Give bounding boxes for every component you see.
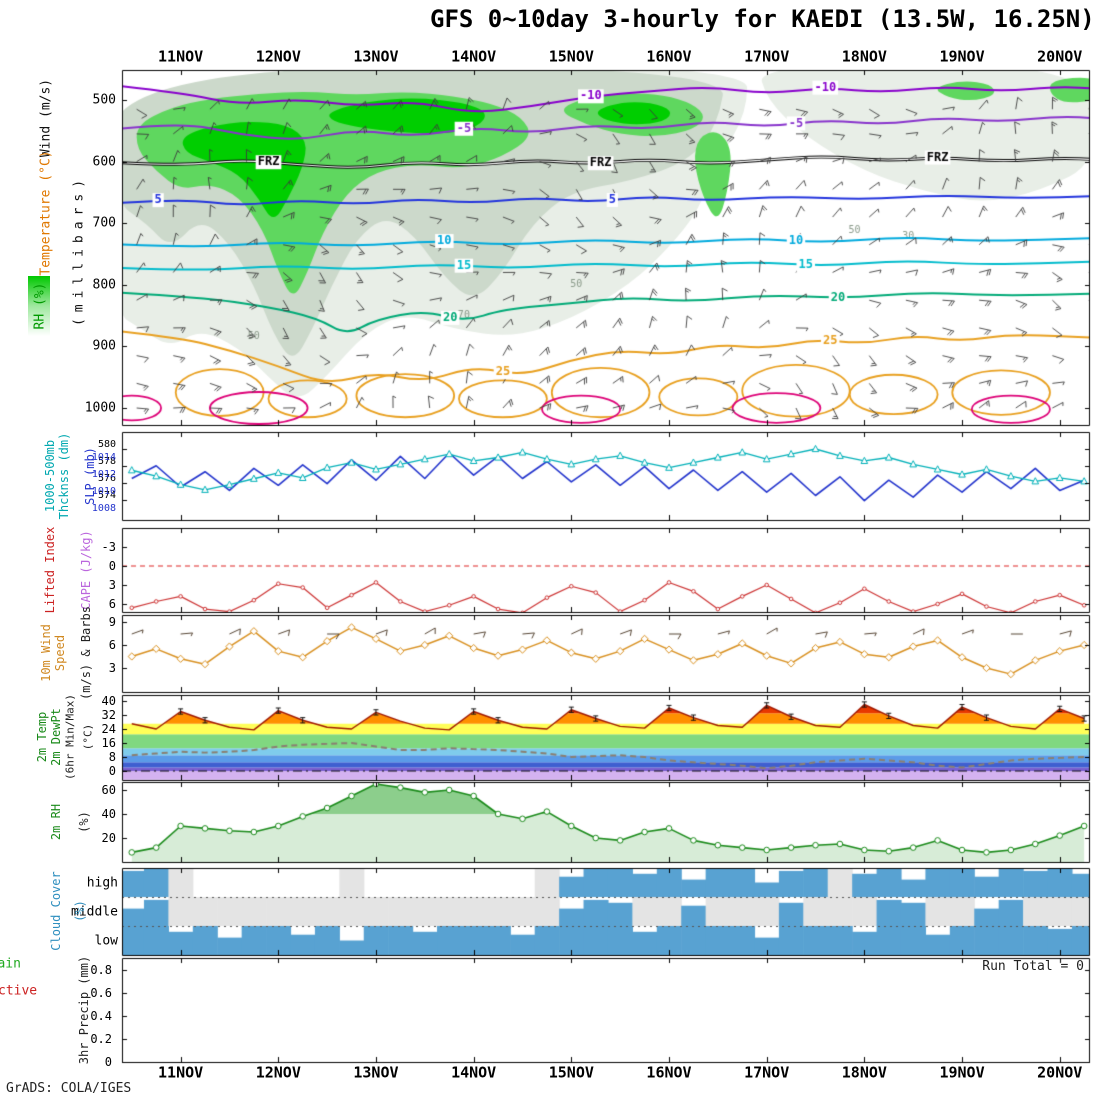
x-tick-label-top: 17NOV [744,47,790,66]
precip-tick-label: 0.8 [90,963,112,977]
temp-tick-label: 8 [108,750,116,764]
slp-tick-label: 1008 [91,503,116,514]
temp-tick-label: 0 [108,764,116,778]
label-cape: CAPE (J/kg) [79,530,93,610]
grads-credit: GrADS: COLA/IGES [6,1081,132,1096]
label-total-rain: Total / Rain [0,956,21,972]
temp-tick-label: 32 [101,708,116,722]
temp-tick-label: 40 [101,694,116,708]
x-tick-label-top: 20NOV [1037,47,1083,66]
precip-tick-label: 0.2 [90,1032,112,1046]
label-thickness-line1: 1000-500mb [43,439,57,513]
cloud-row-label: high [86,875,118,890]
li-tick-label: 0 [108,559,116,573]
x-tick-label-top: 15NOV [548,47,594,66]
label-cloud-pct: (%) [73,900,87,922]
label-slp: SLP (mb) [83,447,97,505]
thickness-tick-label: 574 [97,490,116,501]
x-tick-label-bottom: 20NOV [1037,1063,1083,1082]
pressure-tick-label: 700 [92,215,116,231]
li-tick-label: 3 [108,577,116,592]
li-tick-label: 6 [108,596,116,611]
pressure-tick-label: 900 [92,338,116,354]
cloud-row-label: middle [71,904,118,919]
pressure-tick-label: 1000 [84,400,116,416]
x-tick-label-bottom: 12NOV [255,1063,301,1082]
label-millibars: (millibars) [71,173,87,327]
chart-title: GFS 0~10day 3-hourly for KAEDI (13.5W, 1… [430,5,1095,33]
label-3hr-precip: 3hr Precip (mm) [77,955,91,1065]
x-tick-label-bottom: 14NOV [451,1063,497,1082]
label-2m-temp: 2m Temp [35,711,49,763]
label-wind-ms: Wind (m/s) [38,78,54,158]
label-rh: RH (%) [32,282,48,330]
wind-tick-label: 9 [108,614,116,629]
slp-tick-label: 1012 [91,469,116,480]
slp-tick-label: 1010 [91,486,116,497]
label-degc: (°C) [81,723,95,751]
temp-tick-label: 24 [101,722,116,736]
label-10m-wind: 10m Wind [39,624,53,682]
x-tick-label-bottom: 19NOV [939,1063,985,1082]
label-6hr-minmax: (6hr Min/Max) [63,693,77,781]
label-rh-pct: (%) [77,811,91,833]
thickness-tick-label: 576 [97,473,116,484]
label-convective: Convective [0,983,38,999]
thickness-tick-label: 578 [97,456,116,467]
wind-tick-label: 3 [108,660,116,675]
x-tick-label-top: 18NOV [841,47,887,66]
precip-tick-label: 0.4 [90,1009,112,1023]
x-tick-label-bottom: 11NOV [158,1063,204,1082]
x-tick-label-top: 11NOV [158,47,204,66]
temp-tick-label: 16 [101,736,116,750]
label-lifted-index: Lifted Index [43,526,57,614]
x-tick-label-bottom: 17NOV [744,1063,790,1082]
x-tick-label-bottom: 13NOV [353,1063,399,1082]
rh-tick-label: 40 [101,807,116,821]
rh-shading-legend [28,276,50,336]
label-cloud-cover: Cloud Cover [49,871,63,951]
label-ms-barbs: (m/s) & Barbs [79,606,93,700]
precip-tick-label: 0.6 [90,986,112,1000]
wind-tick-label: 6 [108,637,116,652]
label-2m-rh: 2m RH [49,803,63,841]
slp-tick-label: 1014 [91,452,116,463]
rh-tick-label: 60 [101,783,116,797]
li-tick-label: -3 [101,540,116,554]
x-tick-label-bottom: 18NOV [841,1063,887,1082]
precip-tick-label: 0 [104,1055,112,1069]
label-2m-dewpt: 2m DewPt [49,708,63,766]
x-tick-label-top: 12NOV [255,47,301,66]
pressure-tick-label: 800 [92,277,116,293]
x-tick-label-top: 19NOV [939,47,985,66]
x-tick-label-top: 13NOV [353,47,399,66]
pressure-tick-label: 500 [92,92,116,108]
x-tick-label-bottom: 15NOV [548,1063,594,1082]
x-tick-label-top: 16NOV [646,47,692,66]
label-thickness-line2: Thcknss (dm) [57,432,71,520]
label-temperature: Temperature (°C) [38,150,54,276]
rh-tick-label: 20 [101,831,116,845]
x-tick-label-bottom: 16NOV [646,1063,692,1082]
thickness-tick-label: 580 [97,439,116,450]
cloud-row-label: low [94,933,118,948]
x-tick-label-top: 14NOV [451,47,497,66]
label-10m-speed: Speed [53,634,67,672]
run-total-label: Run Total = 0 [982,959,1084,974]
pressure-tick-label: 600 [92,154,116,170]
